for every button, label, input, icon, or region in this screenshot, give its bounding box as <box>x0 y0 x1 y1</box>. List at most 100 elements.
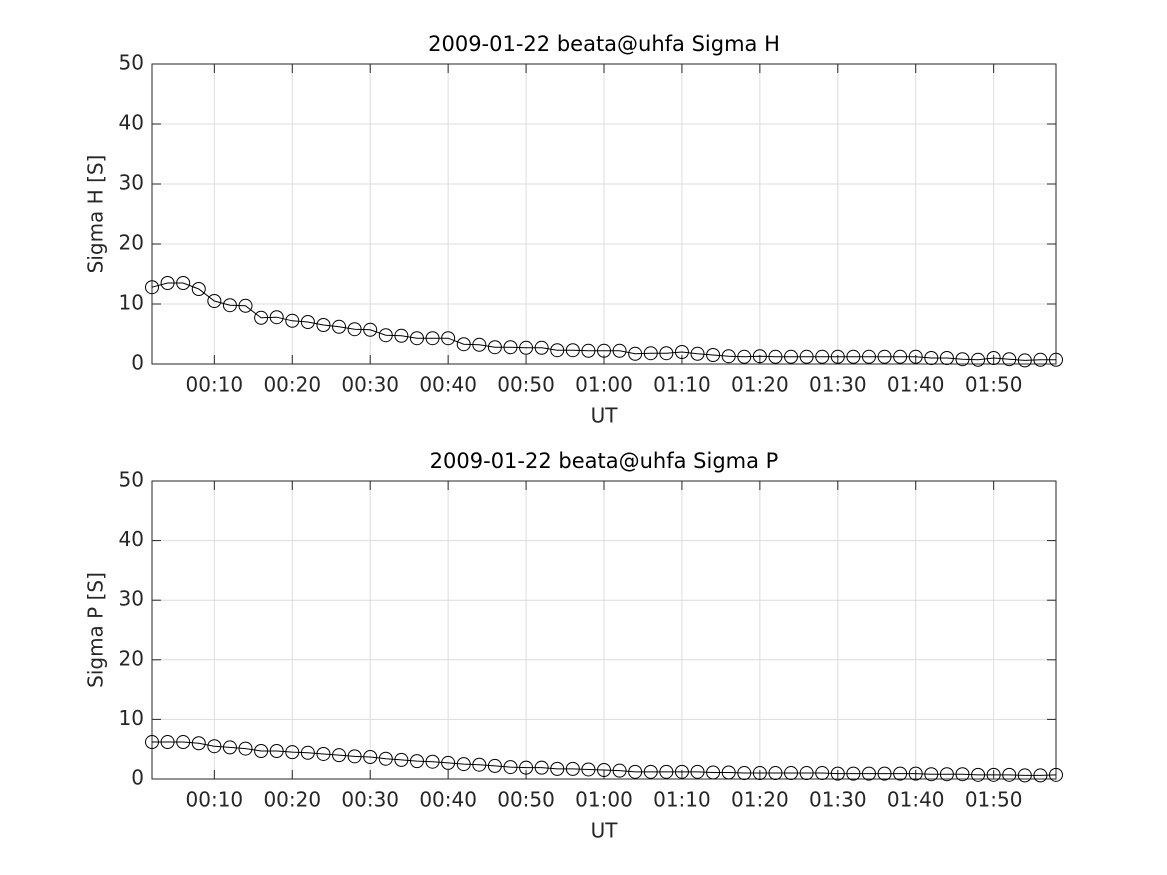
data-point <box>269 310 284 325</box>
data-point <box>924 351 939 365</box>
data-point <box>503 760 518 775</box>
y-tick-label: 10 <box>119 291 144 315</box>
data-point <box>207 739 222 754</box>
data-point <box>145 280 159 295</box>
x-tick-label: 00:20 <box>263 373 321 397</box>
data-point <box>799 766 814 781</box>
y-tick-label: 40 <box>119 111 144 135</box>
data-point <box>472 757 487 772</box>
data-point <box>986 351 1001 365</box>
data-point <box>939 767 954 782</box>
data-point <box>1017 768 1032 783</box>
data-point <box>597 763 611 778</box>
data-point <box>409 331 424 346</box>
series-line <box>151 282 1056 361</box>
axes-box <box>151 63 1057 365</box>
data-point <box>363 322 378 337</box>
data-point <box>316 318 331 332</box>
data-point <box>238 741 253 756</box>
data-point <box>752 349 767 364</box>
x-tick-label: 01:50 <box>965 373 1023 397</box>
chart-title: 2009-01-22 beata@uhfa Sigma P <box>430 449 779 473</box>
data-point <box>347 322 362 337</box>
y-tick-label: 0 <box>131 351 144 375</box>
data-point <box>269 743 284 758</box>
data-point <box>160 735 175 750</box>
y-tick-label: 30 <box>119 587 144 611</box>
data-point <box>519 760 534 775</box>
data-point <box>721 349 736 364</box>
x-tick-label: 00:30 <box>341 788 399 812</box>
data-point <box>955 767 970 782</box>
x-tick-label: 00:40 <box>419 373 477 397</box>
x-tick-label: 01:40 <box>887 373 945 397</box>
x-tick-label: 00:10 <box>186 373 244 397</box>
data-point <box>643 764 658 779</box>
x-tick-label: 00:10 <box>186 788 244 812</box>
data-point <box>300 745 315 760</box>
x-tick-label: 01:20 <box>731 373 789 397</box>
data-point <box>924 767 939 782</box>
data-point <box>565 761 580 776</box>
data-point <box>1049 352 1063 367</box>
data-point <box>534 340 549 355</box>
chart-title: 2009-01-22 beata@uhfa Sigma H <box>428 32 780 56</box>
subplot: 00:10 00:20 00:30 00:40 00:50 01:00 01:10 01:20… <box>84 449 1063 843</box>
data-point <box>409 754 424 769</box>
data-point <box>254 743 269 758</box>
y-tick-label: 10 <box>119 706 144 730</box>
data-point <box>628 764 643 779</box>
data-point <box>752 766 767 781</box>
data-point <box>908 766 923 781</box>
y-tick-label: 20 <box>119 646 144 670</box>
data-point <box>737 349 752 364</box>
x-tick-label: 00:30 <box>341 373 399 397</box>
data-point <box>176 735 191 750</box>
data-point <box>1002 767 1017 782</box>
data-point <box>581 343 596 358</box>
data-point <box>441 755 456 770</box>
data-point <box>659 764 674 779</box>
data-point <box>565 343 580 358</box>
x-tick-label: 00:20 <box>263 788 321 812</box>
series-line <box>152 741 1057 776</box>
data-point <box>550 761 565 776</box>
data-point <box>846 766 861 781</box>
data-point <box>861 766 876 781</box>
data-point <box>768 766 783 781</box>
data-point <box>285 745 300 760</box>
data-point <box>1033 352 1048 367</box>
x-tick-label: 01:50 <box>965 788 1023 812</box>
data-point <box>861 349 876 364</box>
data-point <box>1017 353 1032 368</box>
data-point <box>690 346 705 361</box>
data-point <box>378 328 393 343</box>
data-point <box>628 346 643 361</box>
x-tick-label: 00:50 <box>497 373 555 397</box>
data-point <box>893 349 908 364</box>
x-tick-label: 01:20 <box>731 788 789 812</box>
x-tick-label: 01:00 <box>575 788 633 812</box>
data-point <box>846 349 861 364</box>
data-point <box>830 349 845 364</box>
data-point <box>487 340 502 355</box>
data-point <box>690 764 705 779</box>
data-point <box>425 754 440 769</box>
y-tick-label: 0 <box>131 766 144 790</box>
data-point <box>830 766 845 781</box>
data-point <box>378 751 393 766</box>
data-point <box>207 294 222 308</box>
subplot: 00:10 00:20 00:30 00:40 00:50 01:00 01:10 01:20… <box>84 32 1063 428</box>
data-point <box>456 757 471 772</box>
data-point <box>394 752 409 767</box>
x-tick-label: 01:30 <box>809 373 867 397</box>
data-point <box>721 765 736 780</box>
y-tick-label: 30 <box>119 171 144 195</box>
data-point <box>160 276 175 290</box>
data-point <box>347 749 362 764</box>
data-point <box>971 767 986 782</box>
data-point <box>659 346 674 361</box>
x-tick-label: 00:50 <box>497 788 555 812</box>
x-axis-label: UT <box>591 404 619 428</box>
